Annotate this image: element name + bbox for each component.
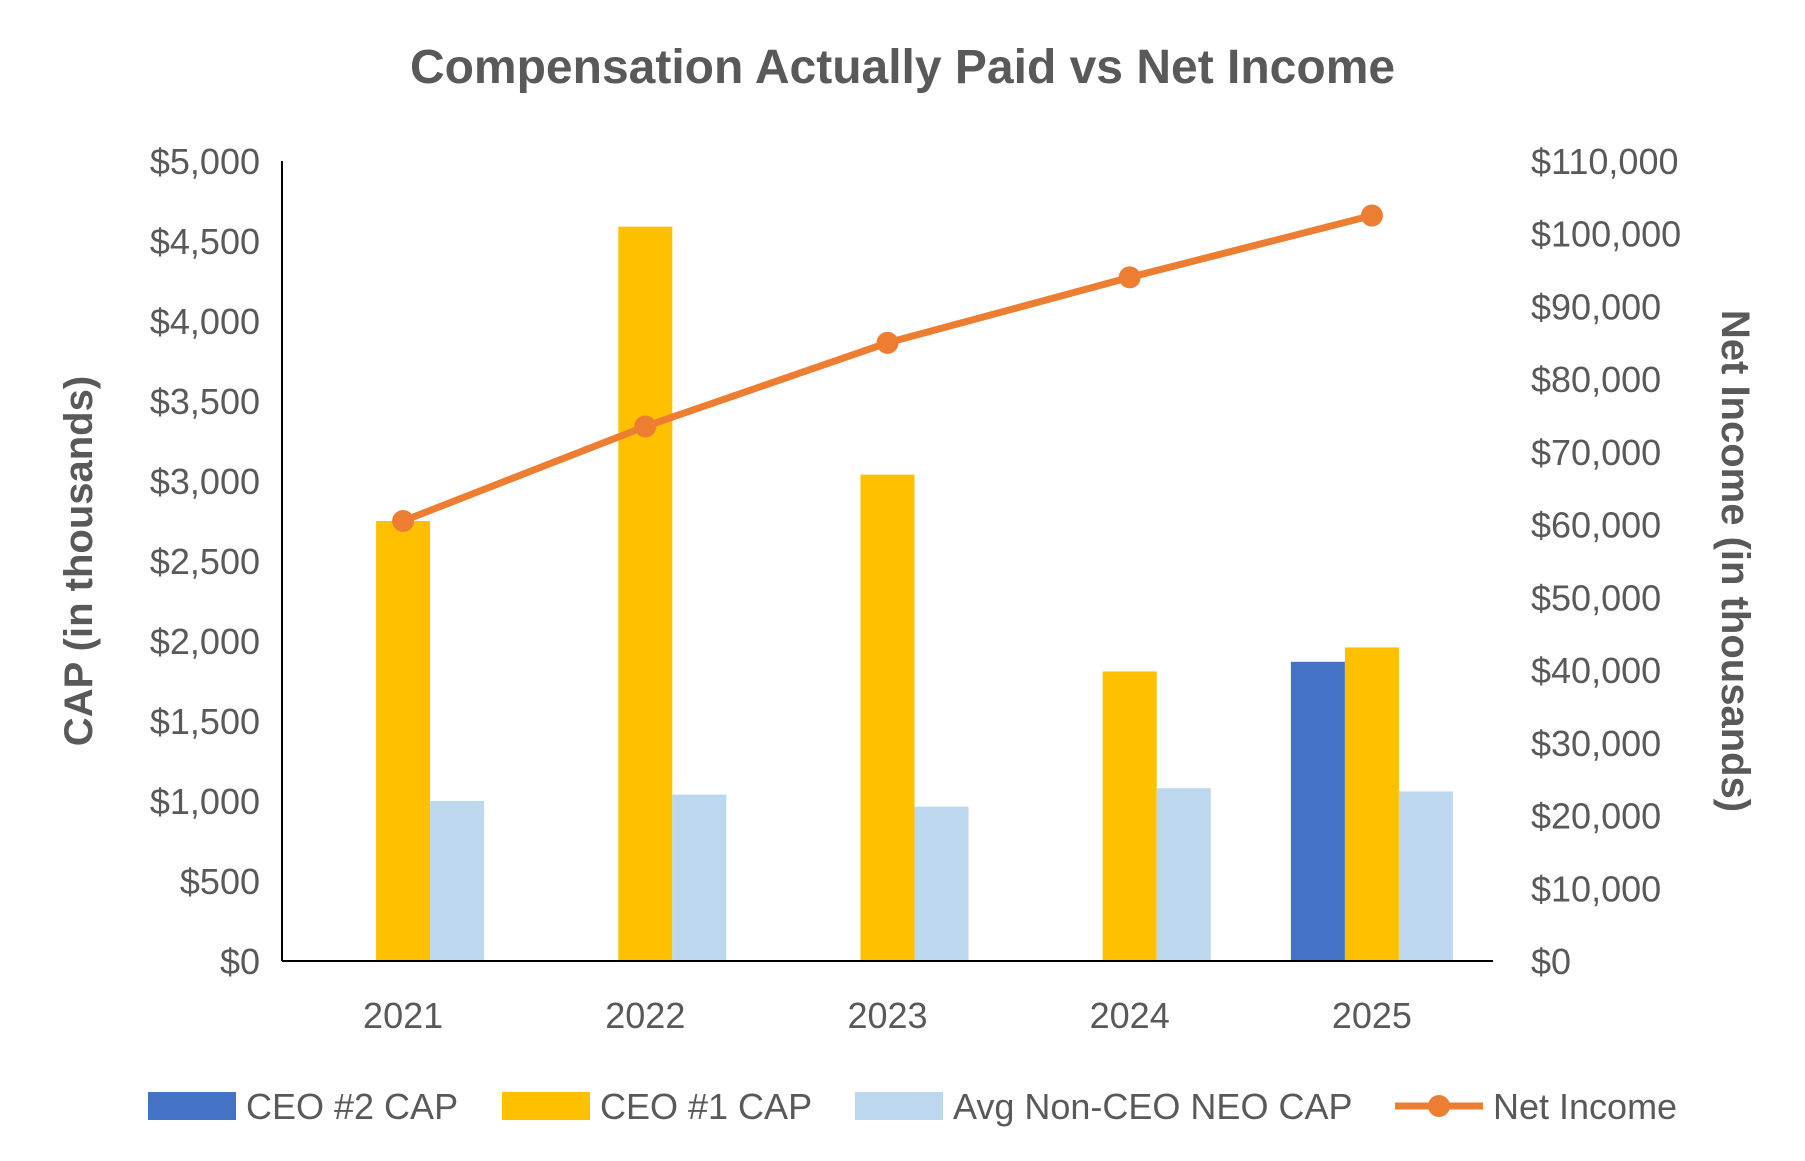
bar [618,226,673,962]
y2-tick-label: $10,000 [1531,868,1661,909]
bar [1156,788,1211,961]
y2-tick-label: $80,000 [1531,359,1661,400]
bar [1290,661,1345,961]
legend-label: CEO #1 CAP [600,1086,812,1127]
legend-label: CEO #2 CAP [246,1086,458,1127]
bar-layer [376,226,1453,962]
y2-tick-label: $70,000 [1531,432,1661,473]
line-layer [392,204,1383,532]
y2-tick-label: $90,000 [1531,286,1661,327]
y-tick-label: $1,000 [150,781,260,822]
y-tick-label: $4,500 [150,221,260,262]
bar [1344,647,1399,961]
y2-tick-label: $100,000 [1531,214,1681,255]
legend-label: Net Income [1493,1086,1677,1127]
legend-label: Avg Non-CEO NEO CAP [953,1086,1352,1127]
y2-tick-label: $0 [1531,941,1571,982]
y-tick-label: $5,000 [150,141,260,182]
y-tick-label: $4,000 [150,301,260,342]
legend-swatch [855,1092,943,1120]
y2-tick-label: $30,000 [1531,723,1661,764]
bar [860,474,915,961]
x-tick-label: 2022 [605,995,685,1036]
y2-tick-label: $60,000 [1531,505,1661,546]
legend-swatch [148,1092,236,1120]
y-tick-label: $500 [180,861,260,902]
y2-tick-label: $20,000 [1531,796,1661,837]
y-tick-label: $2,500 [150,541,260,582]
legend: CEO #2 CAP CEO #1 CAP Avg Non-CEO NEO CAP N… [148,1086,1677,1127]
bar [430,801,485,961]
y2-tick-label: $110,000 [1531,141,1678,182]
y-tick-label: $2,000 [150,621,260,662]
x-tick-label: 2024 [1090,995,1170,1036]
line-point [392,510,415,532]
axes-layer [281,161,1493,962]
y2-tick-label: $40,000 [1531,650,1661,691]
bar [1102,671,1157,961]
x-tick-label: 2023 [847,995,927,1036]
x-tick-label: 2021 [363,995,443,1036]
bar [376,521,431,961]
tick-layer: $0 $500 $1,000 $1,500 $2,000 $2,500 $3,000 $3,5… [150,141,1681,1036]
line-point [1360,204,1383,227]
chart-title: Compensation Actually Paid vs Net Income [409,41,1396,94]
y-tick-label: $3,500 [150,381,260,422]
bar [914,806,969,961]
y-tick-label: $1,500 [150,701,260,742]
bar [1398,791,1453,961]
y2-tick-label: $50,000 [1531,577,1661,618]
legend-marker [1428,1095,1450,1117]
line-point [1118,266,1141,289]
x-tick-label: 2025 [1332,995,1412,1036]
line-point [876,331,899,354]
line-point [634,415,657,438]
bar [672,794,727,961]
y-tick-label: $3,000 [150,461,260,502]
y2-axis-label: Net Income (in thousands) [1713,310,1757,812]
y-axis-label: CAP (in thousands) [57,376,101,746]
y-tick-label: $0 [220,941,260,982]
legend-swatch [502,1092,590,1120]
